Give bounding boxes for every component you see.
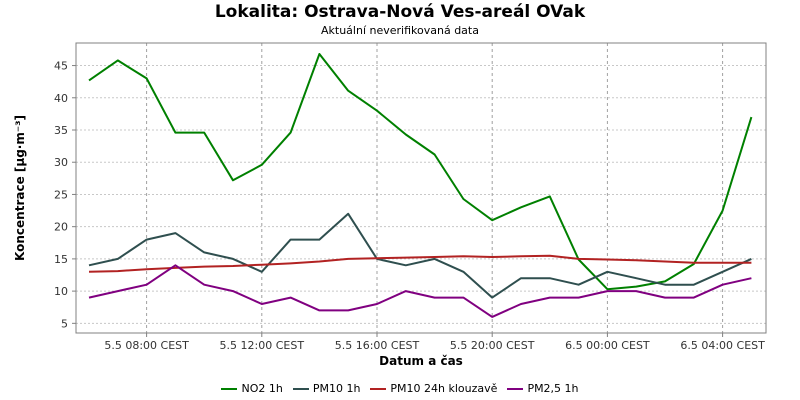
series-line-3 [88,264,752,318]
x-tick-label: 5.5 16:00 CEST [335,339,420,352]
x-axis-label: Datum a čas [379,354,463,368]
y-tick-label: 5 [61,317,68,330]
x-axis: 5.5 08:00 CEST 5.5 12:00 CEST 5.5 16:00 CE… [104,333,765,352]
x-tick-label: 6.5 00:00 CEST [565,339,650,352]
legend: NO2 1h PM10 1h PM10 24h klouzavě PM2,5 1h [0,382,800,395]
legend-label: PM10 1h [312,382,361,395]
series-line-2 [88,254,752,273]
y-tick-label: 15 [54,253,68,266]
legend-item: NO2 1h [221,382,283,395]
y-tick-label: 10 [54,285,68,298]
y-tick-label: 35 [54,124,68,137]
chart-title: Lokalita: Ostrava-Nová Ves-areál OVak [214,2,586,22]
series-line-1 [88,212,752,299]
chart-subtitle: Aktuální neverifikovaná data [321,24,479,37]
grid [76,43,766,333]
x-tick-label: 5.5 12:00 CEST [220,339,305,352]
y-axis: 5 10 15 20 25 30 35 40 45 [54,60,76,330]
y-axis-label: Koncentrace [µg·m⁻³] [13,115,27,261]
legend-item: PM10 24h klouzavě [370,382,497,395]
y-tick-label: 45 [54,60,68,73]
legend-item: PM2,5 1h [507,382,579,395]
legend-label: PM2,5 1h [527,382,579,395]
x-tick-label: 6.5 04:00 CEST [680,339,765,352]
plot-frame [75,42,767,334]
y-tick-label: 20 [54,221,68,234]
legend-label: PM10 24h klouzavě [390,382,498,395]
y-tick-label: 30 [54,156,68,169]
legend-item: PM10 1h [292,382,361,395]
legend-swatch [221,387,238,390]
legend-swatch [370,387,387,390]
series-line-0 [88,53,753,291]
y-tick-label: 25 [54,188,68,201]
legend-swatch [507,387,524,390]
series-lines [88,53,753,318]
legend-swatch [292,387,309,390]
legend-label: NO2 1h [241,382,283,395]
x-tick-label: 5.5 20:00 CEST [450,339,535,352]
x-tick-label: 5.5 08:00 CEST [104,339,189,352]
y-tick-label: 40 [54,92,68,105]
